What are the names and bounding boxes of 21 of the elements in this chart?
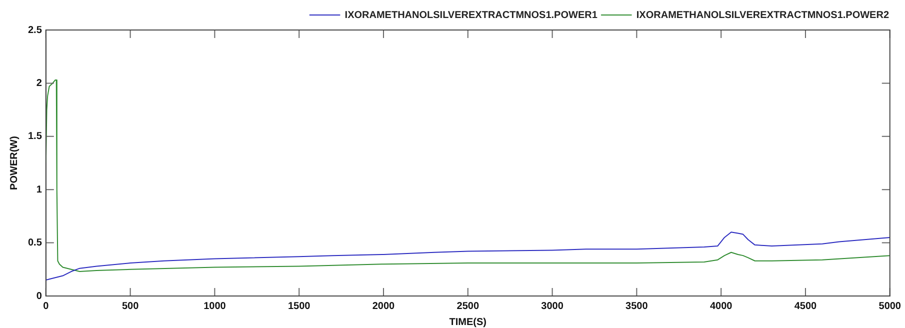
y-tick-label: 1 bbox=[36, 184, 42, 196]
x-tick-label: 2000 bbox=[372, 300, 396, 312]
y-tick-label: 1.5 bbox=[28, 131, 42, 142]
x-tick-label: 500 bbox=[122, 300, 140, 312]
x-tick-label: 2500 bbox=[456, 300, 480, 312]
y-tick-label: 2 bbox=[36, 78, 42, 89]
x-tick-label: 4000 bbox=[710, 300, 733, 312]
x-tick-label: 1500 bbox=[288, 300, 311, 312]
legend-label: IXORAMETHANOLSILVEREXTRACTMNOS1.POWER1 bbox=[344, 10, 598, 21]
x-tick-label: 3000 bbox=[541, 300, 564, 312]
x-tick-label: 3500 bbox=[626, 300, 648, 312]
y-tick-label: 2.5 bbox=[28, 24, 42, 36]
x-tick-label: 5000 bbox=[878, 300, 902, 312]
x-tick-label: 1000 bbox=[204, 300, 226, 312]
x-axis-title: TIME(S) bbox=[449, 316, 486, 328]
y-tick-label: 0.5 bbox=[28, 238, 42, 249]
y-axis-title: POWER(W) bbox=[8, 136, 20, 190]
legend-label: IXORAMETHANOLSILVEREXTRACTMNOS1.POWER2 bbox=[636, 10, 890, 21]
y-tick-label: 0 bbox=[36, 290, 42, 302]
x-tick-label: 4500 bbox=[794, 300, 818, 312]
x-tick-label: 0 bbox=[43, 300, 50, 312]
